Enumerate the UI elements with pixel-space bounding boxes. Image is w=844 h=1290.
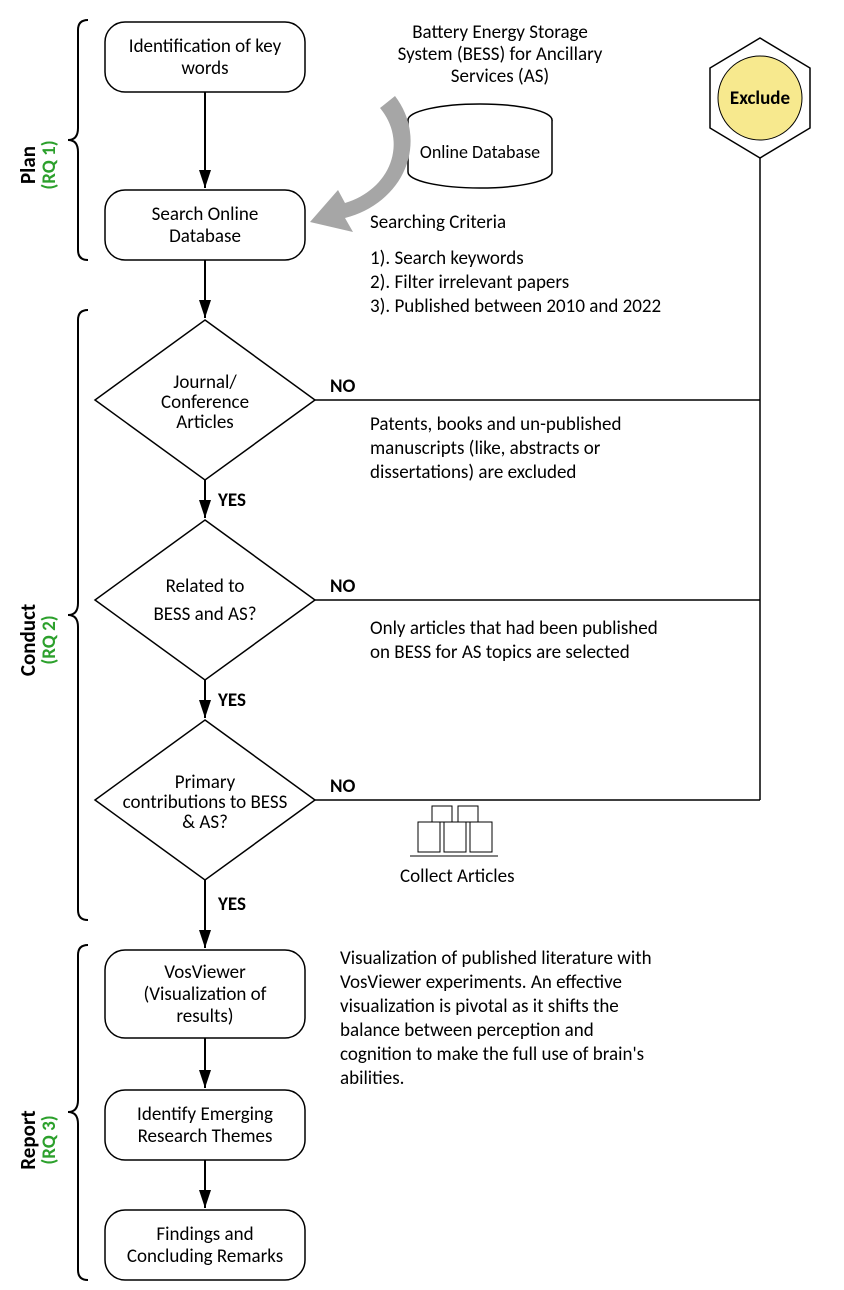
svg-text:Related to: Related to (166, 575, 245, 598)
svg-text:Database: Database (169, 225, 241, 248)
criteria-heading: Searching Criteria (370, 211, 506, 234)
note-vos: abilities. (340, 1067, 404, 1090)
brace-conduct (68, 310, 88, 920)
note-d1-no: manuscripts (like, abstracts or (370, 437, 601, 460)
phase-rq-report: (RQ 3) (38, 1115, 61, 1164)
topic-title: Services (AS) (451, 65, 549, 88)
phase-rq-conduct: (RQ 2) (38, 615, 61, 664)
collect-articles-icon (410, 806, 498, 856)
note-d2-no: Only articles that had been published (370, 617, 658, 640)
svg-text:Concluding Remarks: Concluding Remarks (127, 1245, 283, 1268)
topic-title: System (BESS) for Ancillary (398, 43, 603, 66)
svg-text:Articles: Articles (176, 411, 233, 434)
svg-text:Identify Emerging: Identify Emerging (137, 1103, 273, 1126)
database-icon: Online Database (408, 104, 552, 188)
no-label: NO (330, 775, 356, 798)
svg-text:& AS?: & AS? (182, 811, 228, 834)
note-vos: Visualization of published literature wi… (340, 947, 652, 970)
brace-report (68, 945, 88, 1280)
yes-label: YES (217, 893, 246, 916)
yes-label: YES (217, 689, 246, 712)
svg-text:Online Database: Online Database (420, 141, 540, 163)
svg-text:Findings and: Findings and (156, 1223, 253, 1246)
note-d1-no: dissertations) are excluded (370, 461, 576, 484)
criteria-item: 1). Search keywords (370, 247, 524, 270)
svg-text:Research Themes: Research Themes (138, 1125, 273, 1148)
note-vos: cognition to make the full use of brain'… (340, 1043, 644, 1066)
note-vos: visualization is pivotal as it shifts th… (340, 995, 619, 1018)
svg-text:Search Online: Search Online (152, 203, 259, 226)
criteria-item: 3). Published between 2010 and 2022 (370, 295, 661, 318)
svg-text:BESS and AS?: BESS and AS? (153, 603, 256, 626)
svg-text:results): results) (176, 1005, 233, 1028)
svg-text:words: words (181, 57, 228, 80)
yes-label: YES (217, 489, 246, 512)
criteria-item: 2). Filter irrelevant papers (370, 271, 569, 294)
node-decision-bess-as (95, 520, 315, 680)
exclude-label: Exclude (730, 87, 790, 110)
note-vos: balance between perception and (340, 1019, 594, 1042)
svg-text:VosViewer: VosViewer (164, 961, 246, 984)
note-vos: VosViewer experiments. An effective (340, 971, 622, 994)
phase-rq-plan: (RQ 1) (38, 140, 61, 189)
no-label: NO (330, 375, 356, 398)
flowchart-canvas: Plan (RQ 1) Conduct (RQ 2) Report (RQ 3)… (0, 0, 844, 1290)
svg-text:(Visualization of: (Visualization of (144, 983, 267, 1006)
topic-title: Battery Energy Storage (412, 21, 588, 44)
svg-text:Identification of key: Identification of key (129, 35, 282, 58)
no-label: NO (330, 575, 356, 598)
note-d1-no: Patents, books and un-published (370, 413, 621, 436)
brace-plan (68, 20, 88, 260)
collect-articles-label: Collect Articles (400, 865, 515, 888)
note-d2-no: on BESS for AS topics are selected (370, 641, 630, 664)
